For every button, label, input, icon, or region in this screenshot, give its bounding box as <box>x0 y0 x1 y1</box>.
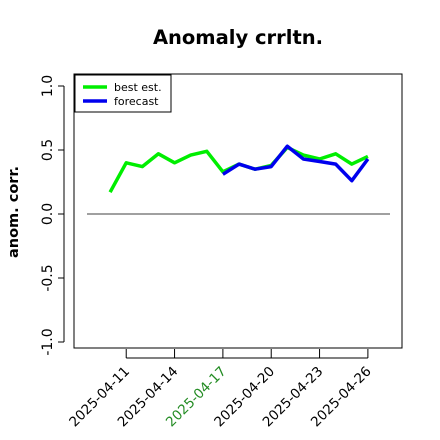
y-tick-label: 0.0 <box>40 203 56 225</box>
y-tick-label: -1.0 <box>40 328 56 355</box>
legend-label: best est. <box>114 81 162 94</box>
y-tick-label: 0.5 <box>40 139 56 161</box>
series-layer <box>108 144 370 194</box>
y-axis: -1.0 -0.5 0.0 0.5 1.0 <box>40 75 65 356</box>
legend-box <box>74 74 172 113</box>
series-line-best-est <box>108 145 369 194</box>
legend: best est.forecast <box>74 74 172 113</box>
plot-frame <box>73 73 403 349</box>
series-line-forecast <box>221 144 370 183</box>
y-axis-title: anom. corr. <box>6 166 22 258</box>
y-tick-label: -0.5 <box>40 264 56 291</box>
y-tick-label: 1.0 <box>40 75 56 97</box>
legend-label: forecast <box>114 95 159 108</box>
x-axis: 2025-04-112025-04-142025-04-172025-04-20… <box>66 349 375 430</box>
chart-title: Anomaly crrltn. <box>153 26 323 49</box>
